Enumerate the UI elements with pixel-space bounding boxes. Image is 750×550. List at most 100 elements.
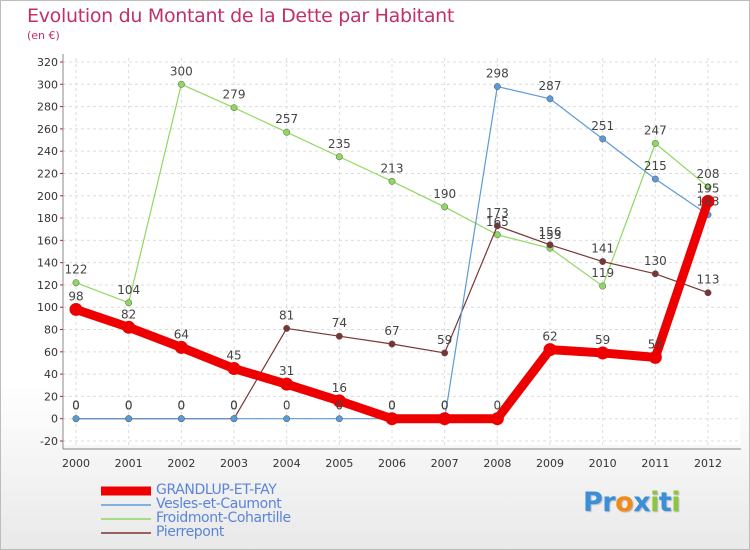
x-tick-label: 2012 bbox=[694, 457, 722, 470]
data-label: 0 bbox=[178, 399, 186, 413]
data-label: 16 bbox=[332, 381, 347, 395]
data-label: 82 bbox=[121, 307, 136, 321]
data-point bbox=[227, 362, 241, 376]
x-tick-label: 2004 bbox=[273, 457, 301, 470]
y-tick-label: 40 bbox=[44, 368, 58, 381]
x-tick-label: 2011 bbox=[641, 457, 669, 470]
y-tick-label: 200 bbox=[37, 190, 58, 203]
y-tick-label: 20 bbox=[44, 390, 58, 403]
x-tick-label: 2005 bbox=[325, 457, 353, 470]
data-label: 0 bbox=[125, 399, 133, 413]
data-point bbox=[648, 350, 662, 364]
data-point bbox=[441, 349, 449, 357]
data-point bbox=[441, 203, 449, 211]
data-label: 122 bbox=[65, 263, 88, 277]
plot-area bbox=[63, 58, 740, 445]
data-label: 279 bbox=[223, 88, 246, 102]
data-label: 55 bbox=[648, 337, 663, 351]
x-tick-label: 2000 bbox=[62, 457, 90, 470]
data-point bbox=[125, 299, 133, 307]
data-point bbox=[69, 302, 83, 316]
data-point bbox=[599, 282, 607, 290]
data-label: 235 bbox=[328, 137, 351, 151]
data-label: 141 bbox=[591, 242, 614, 256]
data-label: 165 bbox=[486, 215, 509, 229]
data-point bbox=[438, 412, 452, 426]
logo-letter: i bbox=[671, 487, 681, 518]
x-tick-label: 2007 bbox=[431, 457, 459, 470]
x-tick-label: 2009 bbox=[536, 457, 564, 470]
data-label: 195 bbox=[697, 181, 720, 195]
data-point bbox=[177, 80, 185, 88]
data-label: 0 bbox=[336, 399, 344, 413]
data-label: 0 bbox=[494, 399, 502, 413]
legend-swatch-froidmont bbox=[101, 518, 151, 520]
x-tick-label: 2003 bbox=[220, 457, 248, 470]
y-tick-label: 140 bbox=[37, 257, 58, 270]
data-label: 59 bbox=[437, 333, 452, 347]
data-label: 81 bbox=[279, 308, 294, 322]
y-tick-label: 160 bbox=[37, 234, 58, 247]
legend-label-pierrepont: Pierrepont bbox=[156, 524, 225, 540]
data-point bbox=[385, 412, 399, 426]
data-label: 62 bbox=[542, 330, 557, 344]
y-tick-label: 280 bbox=[37, 101, 58, 114]
data-label: 104 bbox=[117, 283, 140, 297]
data-label: 0 bbox=[441, 399, 449, 413]
y-tick-label: 60 bbox=[44, 346, 58, 359]
data-point bbox=[335, 332, 343, 340]
logo-letter: r bbox=[602, 487, 616, 518]
x-tick-label: 2006 bbox=[378, 457, 406, 470]
data-point bbox=[332, 394, 346, 408]
legend-label-froidmont: Froidmont-Cohartille bbox=[156, 510, 291, 526]
x-tick-label: 2001 bbox=[115, 457, 143, 470]
logo-letter: t bbox=[658, 487, 672, 518]
data-point bbox=[651, 139, 659, 147]
data-point bbox=[72, 415, 80, 423]
data-point bbox=[177, 415, 185, 423]
data-point bbox=[283, 415, 291, 423]
data-point bbox=[493, 222, 501, 230]
data-label: 98 bbox=[68, 289, 83, 303]
data-point bbox=[493, 83, 501, 90]
x-tick-label: 2008 bbox=[483, 457, 511, 470]
data-point bbox=[651, 270, 659, 278]
data-label: 215 bbox=[644, 159, 667, 173]
data-label: 0 bbox=[178, 399, 186, 413]
data-label: 0 bbox=[125, 399, 133, 413]
data-label: 156 bbox=[539, 225, 562, 239]
legend-label-grandlup: GRANDLUP-ET-FAY bbox=[156, 482, 277, 498]
y-tick-label: 320 bbox=[37, 56, 58, 69]
data-label: 119 bbox=[591, 266, 614, 280]
data-label: 0 bbox=[72, 399, 80, 413]
data-point bbox=[701, 194, 715, 208]
data-label: 113 bbox=[697, 273, 720, 287]
data-label: 190 bbox=[433, 187, 456, 201]
data-label: 130 bbox=[644, 254, 667, 268]
data-point bbox=[543, 343, 557, 357]
data-label: 183 bbox=[697, 195, 720, 209]
data-label: 257 bbox=[275, 112, 298, 126]
logo-letter: P bbox=[583, 487, 603, 518]
legend-swatch-grandlup bbox=[101, 486, 151, 496]
data-point bbox=[388, 177, 396, 185]
y-tick-label: 180 bbox=[37, 212, 58, 225]
y-tick-label: 260 bbox=[37, 123, 58, 136]
data-point bbox=[599, 135, 607, 143]
data-point bbox=[72, 279, 80, 287]
y-tick-label: 100 bbox=[37, 301, 58, 314]
data-label: 247 bbox=[644, 123, 667, 137]
data-point bbox=[599, 258, 607, 265]
data-label: 300 bbox=[170, 64, 193, 78]
data-label: 208 bbox=[697, 167, 720, 181]
data-point bbox=[125, 415, 133, 423]
data-label: 287 bbox=[539, 79, 562, 93]
logo-letter: o bbox=[615, 487, 634, 518]
chart-subtitle: (en €) bbox=[27, 29, 60, 42]
legend-label-vesles: Vesles-et-Caumont bbox=[156, 496, 282, 512]
y-tick-label: 120 bbox=[37, 279, 58, 292]
y-tick-label: 80 bbox=[44, 324, 58, 337]
data-point bbox=[283, 128, 291, 136]
